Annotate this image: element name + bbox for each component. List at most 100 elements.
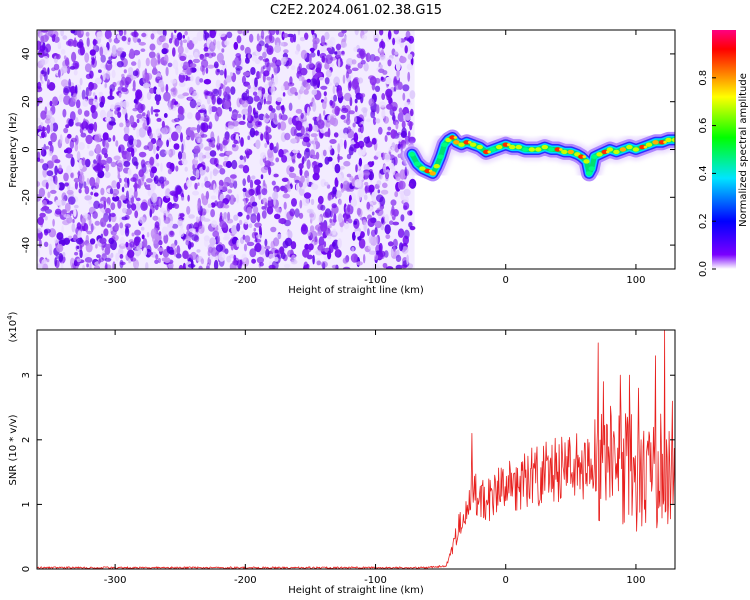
noise-blob	[384, 76, 392, 85]
noise-blob	[202, 164, 206, 171]
noise-blob	[392, 106, 397, 112]
snr-x-axis-label: Height of straight line (km)	[288, 585, 424, 596]
noise-blob	[177, 114, 183, 118]
noise-blob	[153, 109, 161, 113]
snr-x-tick-label: -200	[234, 575, 257, 586]
noise-blob	[99, 101, 104, 108]
noise-blob	[78, 142, 85, 150]
noise-blob	[351, 67, 359, 72]
noise-blob	[123, 160, 131, 167]
noise-blob	[90, 58, 97, 68]
noise-blob	[310, 47, 315, 54]
noise-blob	[262, 65, 266, 70]
noise-blob	[241, 108, 249, 116]
noise-blob	[340, 41, 348, 48]
noise-blob	[402, 92, 406, 101]
noise-blob	[183, 61, 189, 69]
noise-blob	[82, 212, 89, 219]
noise-blob	[84, 110, 90, 117]
noise-blob	[288, 102, 293, 112]
noise-blob	[356, 207, 361, 216]
noise-blob	[372, 116, 377, 126]
noise-blob	[408, 221, 413, 228]
noise-blob	[161, 127, 169, 135]
noise-blob	[37, 151, 41, 160]
noise-blob	[141, 234, 145, 240]
noise-blob	[227, 189, 233, 194]
noise-blob	[358, 170, 364, 181]
noise-blob	[212, 88, 220, 97]
noise-blob	[133, 189, 138, 199]
noise-blob	[206, 265, 210, 269]
noise-blob	[89, 261, 92, 269]
noise-blob	[323, 181, 329, 187]
noise-blob	[371, 211, 375, 216]
noise-blob	[326, 47, 332, 52]
noise-blob	[384, 250, 389, 258]
noise-blob	[46, 258, 50, 263]
noise-blob	[264, 84, 270, 89]
signal-amplitude-point	[458, 142, 465, 147]
signal-amplitude-point	[626, 144, 633, 150]
noise-blob	[348, 146, 354, 156]
signal-amplitude-point	[613, 149, 620, 155]
noise-blob	[37, 249, 40, 257]
noise-blob	[397, 228, 405, 238]
noise-blob	[391, 115, 396, 121]
noise-blob	[236, 35, 242, 44]
noise-blob	[134, 229, 141, 236]
noise-blob	[218, 185, 223, 190]
noise-blob	[275, 157, 280, 163]
noise-blob	[367, 245, 375, 250]
noise-blob	[146, 116, 150, 126]
noise-blob	[119, 178, 122, 183]
noise-blob	[270, 226, 277, 233]
noise-blob	[119, 261, 126, 266]
noise-blob	[98, 69, 102, 73]
noise-blob	[379, 30, 384, 36]
noise-blob	[348, 80, 352, 89]
noise-blob	[89, 49, 96, 56]
noise-blob	[92, 45, 97, 50]
noise-blob	[347, 204, 351, 213]
noise-blob	[367, 228, 370, 237]
noise-blob	[294, 50, 299, 55]
noise-blob	[60, 79, 69, 87]
noise-blob	[200, 215, 204, 222]
noise-blob	[64, 57, 70, 67]
noise-blob	[149, 205, 155, 214]
noise-blob	[110, 104, 115, 110]
noise-blob	[200, 258, 205, 265]
noise-blob	[84, 195, 92, 201]
signal-amplitude-point	[429, 171, 436, 176]
noise-blob	[388, 146, 395, 153]
noise-blob	[224, 68, 227, 79]
noise-blob	[137, 38, 141, 43]
noise-blob	[110, 51, 118, 57]
noise-blob	[300, 49, 308, 60]
noise-blob	[55, 199, 62, 206]
noise-blob	[193, 145, 201, 154]
noise-blob	[42, 263, 49, 269]
snr-plot-frame	[36, 329, 676, 570]
noise-blob	[177, 45, 184, 55]
signal-amplitude-point	[567, 149, 574, 155]
noise-blob	[328, 146, 332, 151]
noise-blob	[387, 59, 392, 67]
noise-blob	[304, 243, 310, 250]
noise-blob	[316, 260, 322, 266]
noise-blob	[94, 77, 102, 85]
noise-blob	[343, 160, 351, 167]
noise-blob	[165, 83, 169, 93]
noise-blob	[327, 127, 331, 138]
noise-blob	[190, 75, 194, 82]
noise-blob	[147, 162, 150, 168]
noise-blob	[213, 169, 219, 175]
noise-blob	[307, 106, 310, 117]
noise-blob	[204, 146, 212, 151]
noise-blob	[96, 254, 101, 259]
noise-blob	[92, 98, 98, 106]
noise-blob	[387, 241, 394, 247]
noise-blob	[154, 221, 160, 229]
noise-blob	[387, 30, 392, 40]
